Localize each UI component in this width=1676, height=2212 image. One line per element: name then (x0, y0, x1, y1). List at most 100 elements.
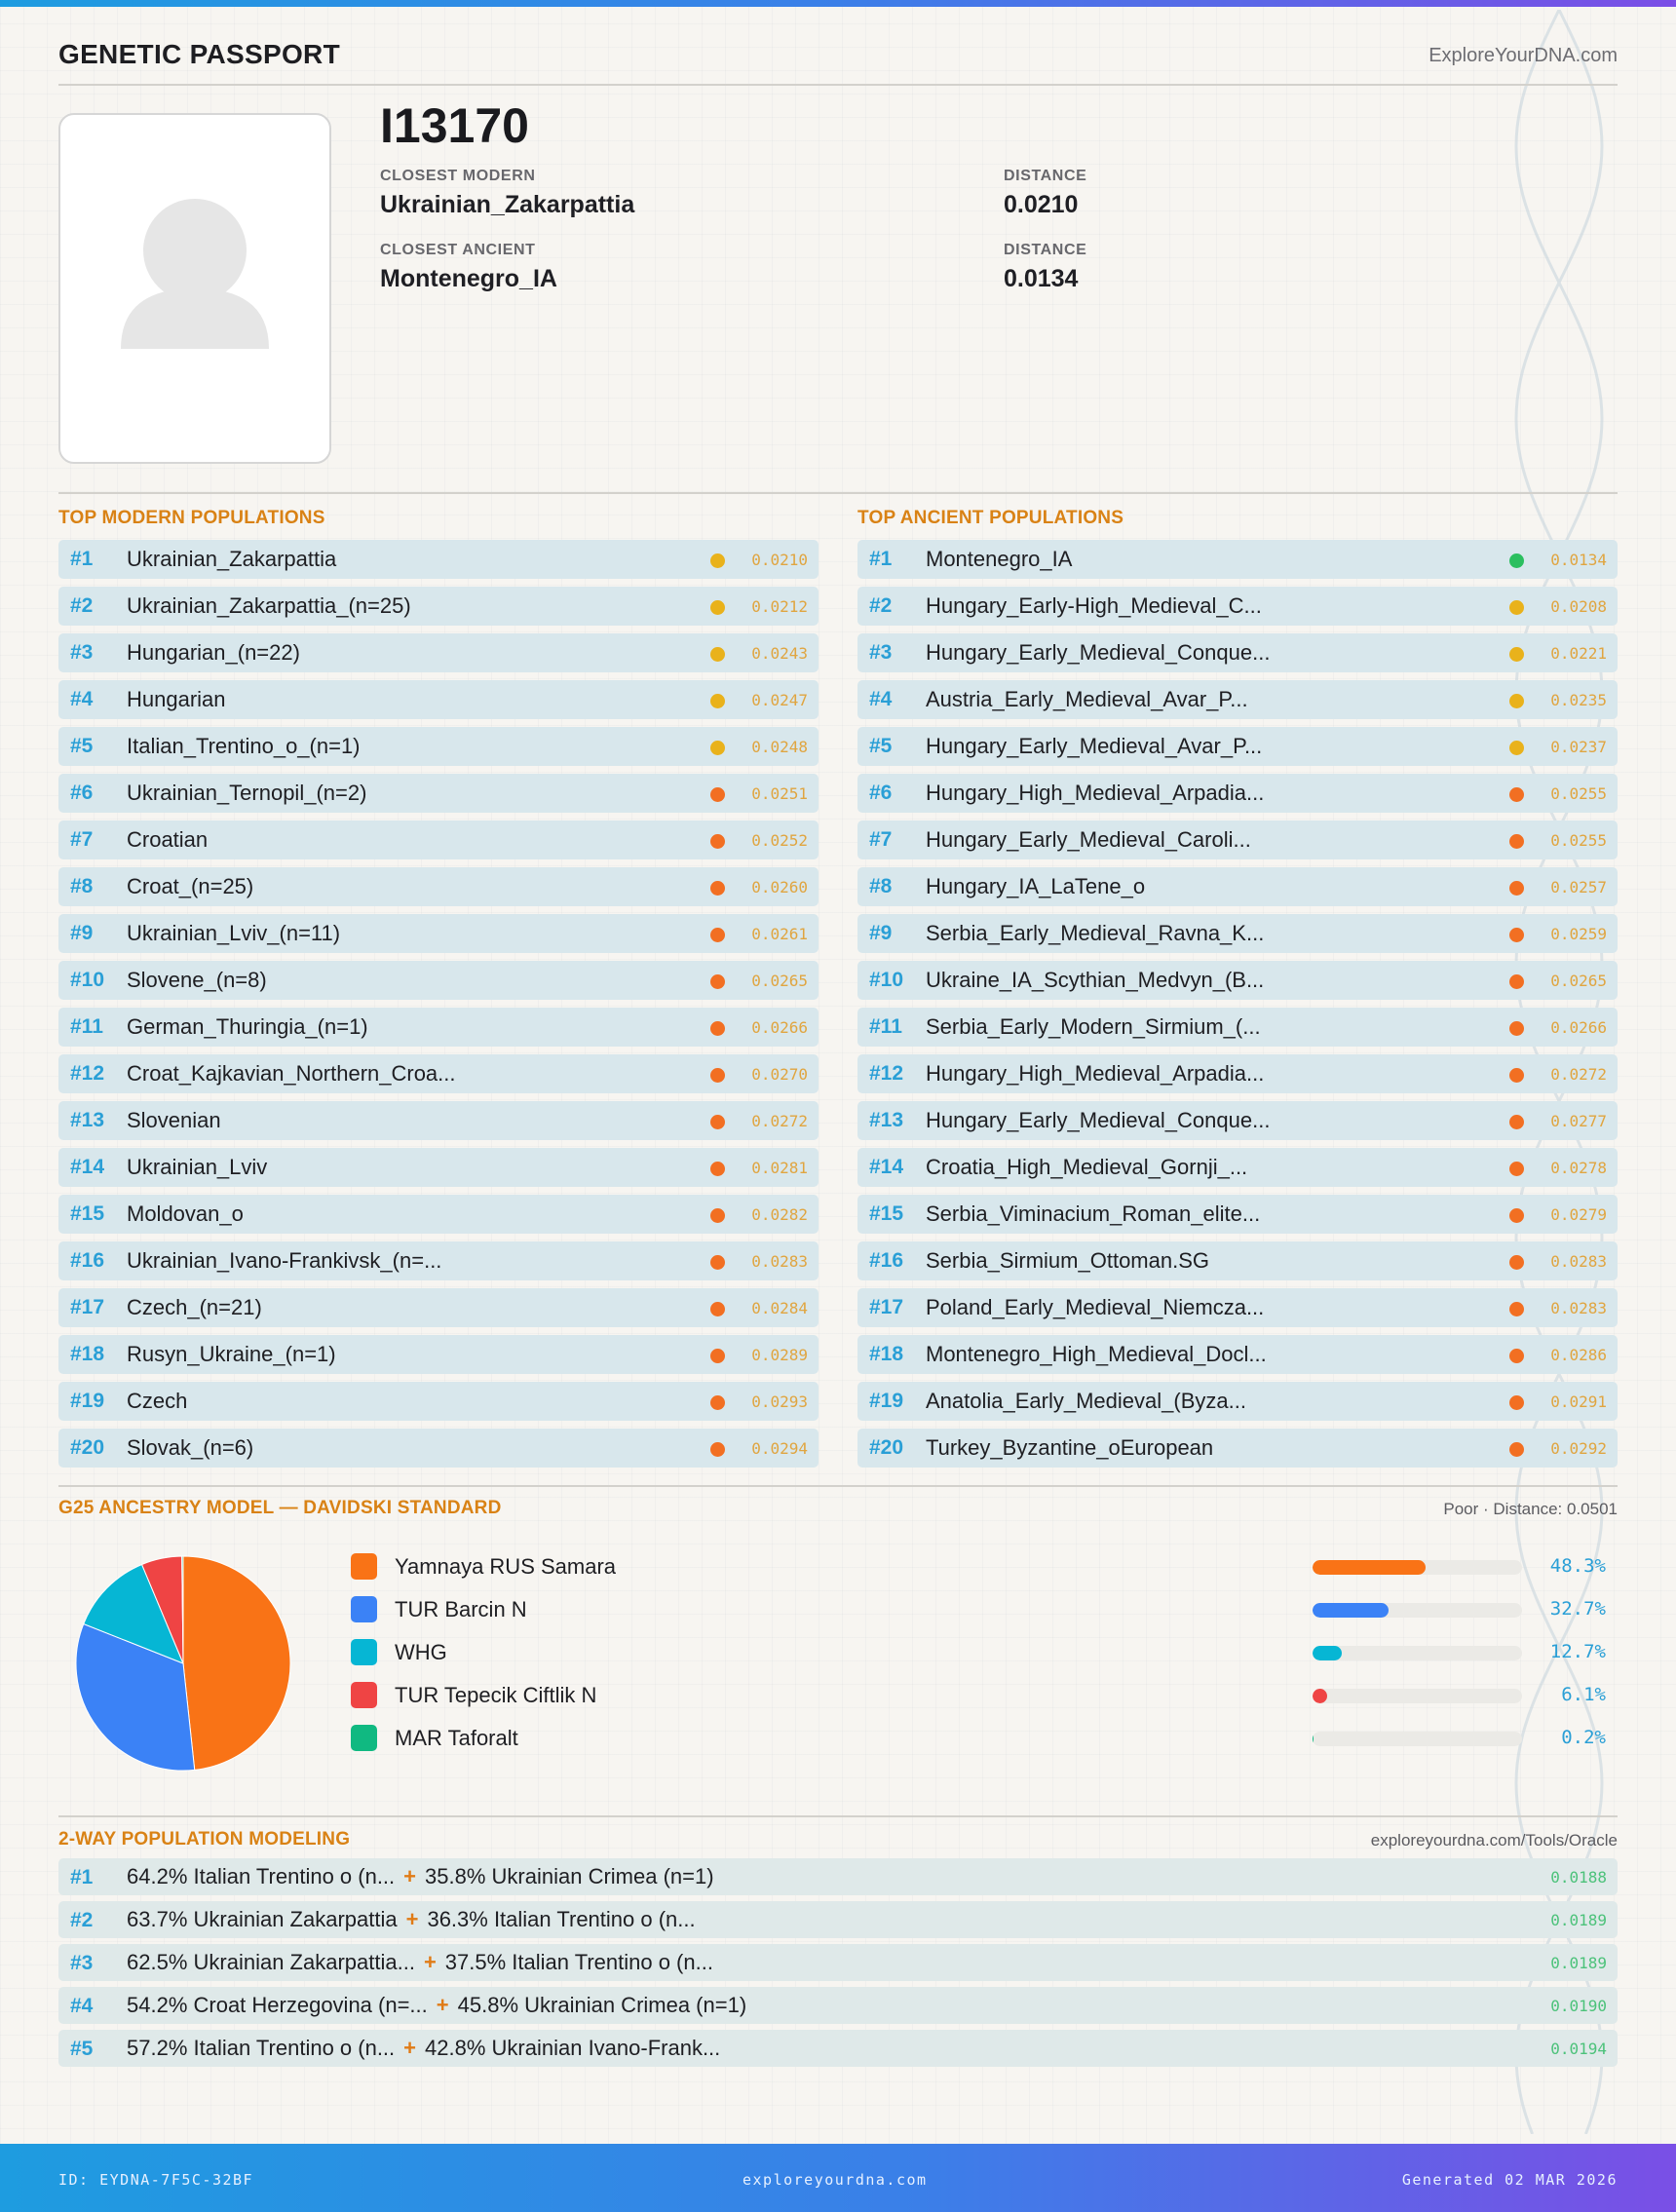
percentage-bar-track (1313, 1646, 1522, 1660)
distance-quality-dot (710, 834, 725, 849)
distance-quality-dot (1509, 741, 1524, 755)
oracle-tool-link[interactable]: exploreyourdna.com/Tools/Oracle (1370, 1831, 1618, 1850)
twoway-model-list: #1 64.2% Italian Trentino o (n... +35.8% U… (58, 1858, 1618, 2073)
distance-quality-dot (710, 600, 725, 615)
distance-quality-dot (1509, 1208, 1524, 1223)
distance-quality-dot (710, 1068, 725, 1083)
population-name: Hungary_Early_Medieval_Conque... (926, 640, 1271, 665)
population-distance: 0.0134 (1550, 551, 1607, 569)
percentage-bar-track (1313, 1732, 1522, 1746)
population-distance: 0.0261 (751, 925, 808, 943)
legend-label: TUR Tepecik Ciftlik N (395, 1683, 597, 1707)
model-source-b: 45.8% Ukrainian Crimea (n=1) (457, 1993, 747, 2017)
population-distance: 0.0266 (751, 1018, 808, 1037)
population-row: #4 Hungarian 0.0247 (58, 680, 819, 719)
footer-passport-id: ID: EYDNA-7F5C-32BF (58, 2171, 254, 2189)
population-distance: 0.0293 (751, 1392, 808, 1411)
distance-quality-dot (710, 1395, 725, 1410)
distance-quality-dot (1509, 834, 1524, 849)
site-name[interactable]: ExploreYourDNA.com (1428, 45, 1618, 66)
population-rank: #4 (70, 688, 94, 710)
ancestry-section-title: G25 ANCESTRY MODEL — DAVIDSKI STANDARD (58, 1498, 502, 1518)
population-rank: #17 (70, 1296, 105, 1318)
legend-swatch (351, 1639, 377, 1665)
legend-label: TUR Barcin N (395, 1597, 527, 1621)
population-distance: 0.0266 (1550, 1018, 1607, 1037)
population-name: Anatolia_Early_Medieval_(Byza... (926, 1389, 1246, 1413)
population-rank: #15 (869, 1202, 904, 1225)
population-distance: 0.0282 (751, 1205, 808, 1224)
population-distance: 0.0259 (1550, 925, 1607, 943)
passport-header: GENETIC PASSPORT ExploreYourDNA.com (58, 39, 1618, 86)
model-rank: #3 (70, 1952, 94, 1974)
percentage-bar-fill (1313, 1603, 1390, 1618)
distance-quality-dot (1509, 1349, 1524, 1363)
population-rank: #15 (70, 1202, 105, 1225)
population-name: Ukrainian_Zakarpattia (127, 547, 337, 571)
percentage-bar-fill (1313, 1646, 1343, 1660)
population-name: Ukrainian_Ivano-Frankivsk_(n=... (127, 1248, 442, 1273)
twoway-section-title: 2-WAY POPULATION MODELING (58, 1829, 351, 1850)
model-mixture: 64.2% Italian Trentino o (n... +35.8% Ukr… (127, 1864, 714, 1889)
plus-icon: + (423, 1950, 437, 1974)
closest-modern-label: CLOSEST MODERN (380, 168, 536, 184)
population-row: #12 Croat_Kajkavian_Northern_Croa... 0.027… (58, 1054, 819, 1093)
model-mixture: 63.7% Ukrainian Zakarpattia +36.3% Italia… (127, 1907, 696, 1932)
population-rank: #8 (869, 875, 893, 897)
model-distance: 0.0194 (1550, 2040, 1607, 2058)
distance-quality-dot (710, 647, 725, 662)
population-name: Austria_Early_Medieval_Avar_P... (926, 687, 1248, 711)
closest-ancient-label: CLOSEST ANCIENT (380, 242, 536, 258)
twoway-model-row: #5 57.2% Italian Trentino o (n... +42.8% U… (58, 2030, 1618, 2067)
population-name: Turkey_Byzantine_oEuropean (926, 1435, 1214, 1460)
population-name: Hungary_High_Medieval_Arpadia... (926, 1061, 1265, 1086)
population-rank: #18 (869, 1343, 904, 1365)
ancient-population-list: #1 Montenegro_IA 0.0134 #2 Hungary_Early-Hig… (857, 540, 1618, 1475)
population-name: Croat_Kajkavian_Northern_Croa... (127, 1061, 456, 1086)
population-distance: 0.0237 (1550, 738, 1607, 756)
distance-quality-dot (710, 553, 725, 568)
population-row: #13 Slovenian 0.0272 (58, 1101, 819, 1140)
population-name: Croatian (127, 827, 209, 852)
model-source-b: 35.8% Ukrainian Crimea (n=1) (425, 1864, 714, 1888)
population-name: Ukraine_IA_Scythian_Medvyn_(B... (926, 968, 1265, 992)
distance-quality-dot (1509, 1442, 1524, 1457)
population-rank: #1 (70, 548, 94, 570)
legend-swatch (351, 1553, 377, 1580)
population-rank: #13 (869, 1109, 904, 1131)
distance-quality-dot (1509, 1395, 1524, 1410)
population-rank: #8 (70, 875, 94, 897)
distance-quality-dot (710, 741, 725, 755)
population-rank: #19 (70, 1390, 105, 1412)
population-name: Hungary_Early_Medieval_Avar_P... (926, 734, 1263, 758)
population-name: Hungary_Early_Medieval_Conque... (926, 1108, 1271, 1132)
pie-slice (75, 1622, 196, 1772)
model-source-a: 62.5% Ukrainian Zakarpattia... (127, 1950, 415, 1974)
population-row: #6 Ukrainian_Ternopil_(n=2) 0.0251 (58, 774, 819, 813)
population-row: #17 Czech_(n=21) 0.0284 (58, 1288, 819, 1327)
population-row: #14 Ukrainian_Lviv 0.0281 (58, 1148, 819, 1187)
population-name: Hungarian (127, 687, 226, 711)
population-row: #7 Croatian 0.0252 (58, 820, 819, 859)
population-row: #8 Croat_(n=25) 0.0260 (58, 867, 819, 906)
distance-quality-dot (1509, 1068, 1524, 1083)
population-rank: #1 (869, 548, 893, 570)
population-row: #6 Hungary_High_Medieval_Arpadia... 0.0255 (857, 774, 1618, 813)
distance-quality-dot (1509, 974, 1524, 989)
distance-quality-dot (1509, 1021, 1524, 1036)
footer-site-link[interactable]: exploreyourdna.com (743, 2171, 928, 2189)
population-row: #3 Hungary_Early_Medieval_Conque... 0.0221 (857, 633, 1618, 672)
population-distance: 0.0221 (1550, 644, 1607, 663)
population-name: Montenegro_High_Medieval_Docl... (926, 1342, 1267, 1366)
model-rank: #1 (70, 1866, 94, 1888)
population-rank: #17 (869, 1296, 904, 1318)
population-row: #1 Montenegro_IA 0.0134 (857, 540, 1618, 579)
legend-swatch (351, 1596, 377, 1622)
population-row: #9 Ukrainian_Lviv_(n=11) 0.0261 (58, 914, 819, 953)
passport-page: GENETIC PASSPORT ExploreYourDNA.com I131… (58, 0, 1618, 2144)
distance-quality-dot (710, 1442, 725, 1457)
model-mixture: 57.2% Italian Trentino o (n... +42.8% Ukr… (127, 2036, 720, 2061)
population-distance: 0.0212 (751, 597, 808, 616)
ancestry-component-row: TUR Barcin N 32.7% (351, 1595, 1618, 1638)
population-rank: #5 (869, 735, 893, 757)
